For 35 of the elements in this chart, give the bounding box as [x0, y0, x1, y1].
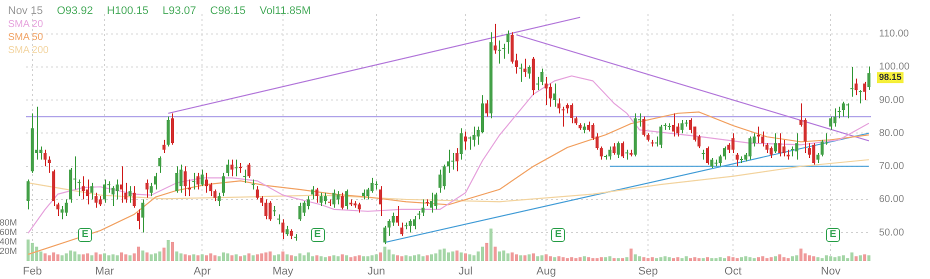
- x-tick-label: May: [272, 266, 294, 278]
- x-tick-label: Aug: [536, 266, 556, 278]
- annotation: E: [826, 228, 840, 242]
- x-tick-label: Sep: [638, 266, 658, 278]
- text: SMA 50: [8, 32, 44, 43]
- x-tick-label: Nov: [820, 266, 841, 278]
- annotation: E: [78, 228, 92, 242]
- annotation: Nov 15: [8, 5, 43, 18]
- x-tick-label: Feb: [22, 266, 42, 278]
- y2-tick-label: 20M: [0, 246, 17, 256]
- y-tick-label: 50.00: [879, 227, 904, 238]
- y-tick-label: 100.00: [879, 62, 910, 73]
- annotation: C98.15: [210, 5, 246, 18]
- text: SMA 20: [8, 18, 44, 30]
- y-tick-label: 60.00: [879, 194, 904, 206]
- annotation: H100.15: [106, 5, 149, 18]
- x-tick-label: Jun: [367, 266, 386, 278]
- x-tick-label: Oct: [724, 266, 742, 278]
- text: SMA 200: [8, 44, 50, 56]
- text: 98.15: [879, 72, 902, 82]
- x-tick-label: Apr: [194, 266, 212, 278]
- y2-tick-label: 60M: [0, 226, 17, 237]
- y-tick-label: 90.00: [879, 94, 904, 106]
- annotation: Vol11.85M: [260, 5, 311, 18]
- y-tick-label: 110.00: [879, 28, 910, 40]
- y2-tick-label: 40M: [0, 236, 17, 246]
- x-tick-label: Mar: [95, 266, 114, 278]
- y-tick-label: 80.00: [879, 128, 904, 139]
- annotation: E: [310, 228, 325, 242]
- annotation: O93.92: [56, 5, 93, 18]
- y-tick-label: 70.00: [879, 161, 904, 172]
- annotation: L93.07: [162, 5, 196, 18]
- y2-tick-label: 80M: [0, 217, 17, 228]
- annotation: E: [551, 228, 566, 242]
- x-tick-label: Jul: [458, 266, 473, 278]
